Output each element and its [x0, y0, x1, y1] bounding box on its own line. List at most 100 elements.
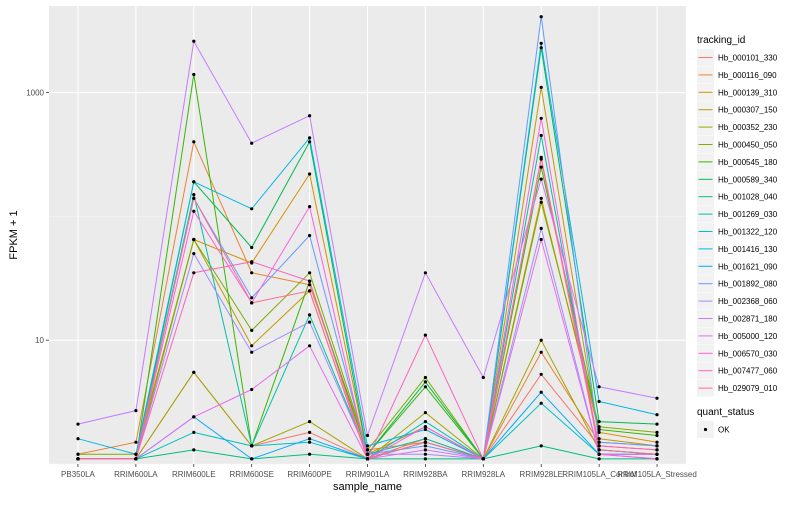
data-point-Hb_000589_340-RRIM105LA_Stressed — [655, 422, 659, 426]
data-point-Hb_000307_150-RRIM105LA_Control — [597, 437, 601, 441]
data-point-Hb_000589_340-RRIM600SE — [250, 245, 254, 250]
data-point-Hb_000307_150-RRIM600SE — [250, 344, 254, 348]
data-point-Hb_002368_060-RRIM600PE — [308, 320, 312, 324]
data-point-Hb_000450_050-RRIM928BA — [423, 375, 427, 380]
data-point-Hb_001028_040-RRIM600PE — [308, 452, 312, 456]
data-point-Hb_000352_230-RRIM600PE — [308, 420, 312, 424]
legend-label: Hb_006570_030 — [718, 349, 778, 358]
data-point-Hb_001416_130-RRIM600PE — [308, 136, 312, 140]
data-point-Hb_001322_120-RRIM600SE — [250, 444, 254, 448]
data-point-Hb_006570_030-RRIM928LE — [539, 116, 543, 120]
data-point-Hb_002368_060-RRIM928LE — [539, 226, 543, 230]
data-point-Hb_000450_050-RRIM105LA_Stressed — [655, 430, 659, 434]
data-point-Hb_005000_120-RRIM600PE — [308, 344, 312, 348]
data-point-Hb_000352_230-RRIM600LE — [192, 370, 196, 374]
data-point-Hb_000450_050-RRIM600SE — [250, 328, 254, 332]
data-point-Hb_000545_180-RRIM105LA_Control — [597, 427, 601, 432]
legend-label: Hb_001322_120 — [718, 228, 778, 237]
data-point-Hb_029079_010-RRIM600SE — [250, 301, 254, 305]
x-tick-label: RRIM928BA — [403, 470, 448, 479]
data-point-Hb_005000_120-RRIM928LE — [539, 237, 543, 242]
data-point-Hb_029079_010-RRIM600LA — [134, 457, 138, 461]
data-point-Hb_000545_180-RRIM928BA — [423, 385, 427, 389]
data-point-Hb_006570_030-RRIM600LE — [192, 209, 196, 213]
data-point-Hb_001269_030-RRIM600PE — [308, 313, 312, 317]
legend-label: Hb_000352_230 — [718, 123, 778, 132]
legend-label: Hb_029079_010 — [718, 384, 778, 393]
data-point-Hb_000139_310-RRIM928LE — [539, 196, 543, 200]
legend-label: Hb_005000_120 — [718, 332, 778, 341]
y-tick-label: 1000 — [26, 89, 44, 98]
data-point-Hb_007477_060-RRIM105LA_Stressed — [655, 448, 659, 452]
legend-label: Hb_000545_180 — [718, 158, 778, 167]
legend2-label: OK — [718, 426, 730, 435]
data-point-Hb_002368_060-RRIM600SE — [250, 350, 254, 354]
data-point-Hb_000450_050-RRIM928LE — [539, 200, 543, 204]
legend2-title: quant_status — [697, 407, 754, 418]
data-point-Hb_002871_180-RRIM105LA_Stressed — [655, 396, 659, 400]
x-tick-label: RRIM105LA_Control — [562, 470, 636, 479]
data-point-Hb_000116_090-RRIM928LE — [539, 350, 543, 354]
data-point-Hb_000545_180-RRIM105LA_Stressed — [655, 433, 659, 438]
legend-label: Hb_001621_090 — [718, 262, 778, 271]
data-point-Hb_029079_010-RRIM600LE — [192, 196, 196, 200]
data-point-Hb_000545_180-RRIM928LE — [539, 165, 543, 169]
data-point-Hb_001322_120-RRIM600PE — [308, 440, 312, 444]
data-point-Hb_005000_120-RRIM928BA — [423, 448, 427, 452]
data-point-Hb_006570_030-RRIM105LA_Stressed — [655, 457, 659, 461]
data-point-Hb_001416_130-RRIM600LE — [192, 180, 196, 184]
data-point-Hb_001892_080-RRIM105LA_Control — [597, 440, 601, 444]
data-point-Hb_029079_010-RRIM105LA_Control — [597, 448, 601, 452]
data-point-Hb_007477_060-RRIM928BA — [423, 333, 427, 337]
data-point-Hb_001269_030-RRIM928BA — [423, 437, 427, 441]
data-point-Hb_001416_130-RRIM928BA — [423, 427, 427, 432]
legend-label: Hb_000450_050 — [718, 141, 778, 150]
data-point-Hb_000307_150-RRIM928LE — [539, 85, 543, 89]
data-point-Hb_001322_120-RRIM928BA — [423, 420, 427, 424]
data-point-Hb_000545_180-RRIM600LE — [192, 72, 196, 77]
legend-label: Hb_002368_060 — [718, 297, 778, 306]
legend-label: Hb_000139_310 — [718, 88, 778, 97]
x-tick-label: RRIM600LA — [114, 470, 158, 479]
legend-label: Hb_002871_180 — [718, 315, 778, 324]
data-point-Hb_029079_010-RRIM928LA — [481, 457, 485, 461]
data-point-Hb_000450_050-RRIM105LA_Control — [597, 425, 601, 429]
data-point-Hb_029079_010-PB350LA — [76, 457, 80, 461]
legend-label: Hb_001028_040 — [718, 193, 778, 202]
legend-label: Hb_000116_090 — [718, 71, 777, 80]
data-point-Hb_002871_180-RRIM600LE — [192, 39, 196, 43]
data-point-Hb_001269_030-RRIM928LE — [539, 133, 543, 138]
data-point-Hb_001028_040-RRIM928BA — [423, 457, 427, 461]
data-point-Hb_001416_130-RRIM928LE — [539, 41, 543, 45]
data-point-Hb_000116_090-RRIM600LE — [192, 140, 196, 144]
data-point-Hb_006570_030-RRIM105LA_Control — [597, 452, 601, 456]
data-point-Hb_000589_340-RRIM928LE — [539, 46, 543, 50]
data-point-Hb_029079_010-RRIM901LA — [365, 457, 370, 461]
data-point-Hb_000116_090-RRIM600PE — [308, 283, 312, 287]
data-point-Hb_002871_180-RRIM105LA_Control — [597, 385, 601, 389]
data-point-Hb_000352_230-RRIM928LE — [539, 338, 543, 342]
x-axis-title: sample_name — [333, 481, 402, 493]
x-tick-label: RRIM600LE — [172, 470, 216, 479]
data-point-Hb_007477_060-RRIM600SE — [250, 260, 254, 264]
data-point-Hb_007477_060-RRIM105LA_Control — [597, 444, 601, 448]
y-tick-label: 10 — [35, 336, 44, 345]
data-point-Hb_000450_050-RRIM600PE — [308, 271, 312, 275]
data-point-Hb_002871_180-RRIM928LE — [539, 177, 543, 181]
data-point-Hb_000139_310-RRIM105LA_Control — [597, 430, 601, 434]
data-point-Hb_001621_090-RRIM600PE — [308, 437, 312, 441]
data-point-Hb_000139_310-RRIM105LA_Stressed — [655, 440, 659, 444]
x-tick-label: RRIM928LE — [519, 470, 563, 479]
data-point-Hb_001621_090-RRIM928LE — [539, 390, 543, 394]
x-tick-label: PB350LA — [61, 470, 95, 479]
data-point-Hb_002871_180-RRIM600PE — [308, 114, 312, 118]
data-point-Hb_029079_010-RRIM600PE — [308, 289, 312, 293]
data-point-Hb_002871_180-RRIM928LA — [481, 375, 485, 380]
data-point-Hb_002368_060-RRIM928BA — [423, 452, 427, 456]
data-point-Hb_001892_080-RRIM928BA — [423, 444, 427, 448]
legend-label: Hb_007477_060 — [718, 367, 778, 376]
legend-label: Hb_000589_340 — [718, 175, 778, 184]
y-axis-title: FPKM + 1 — [8, 210, 20, 259]
